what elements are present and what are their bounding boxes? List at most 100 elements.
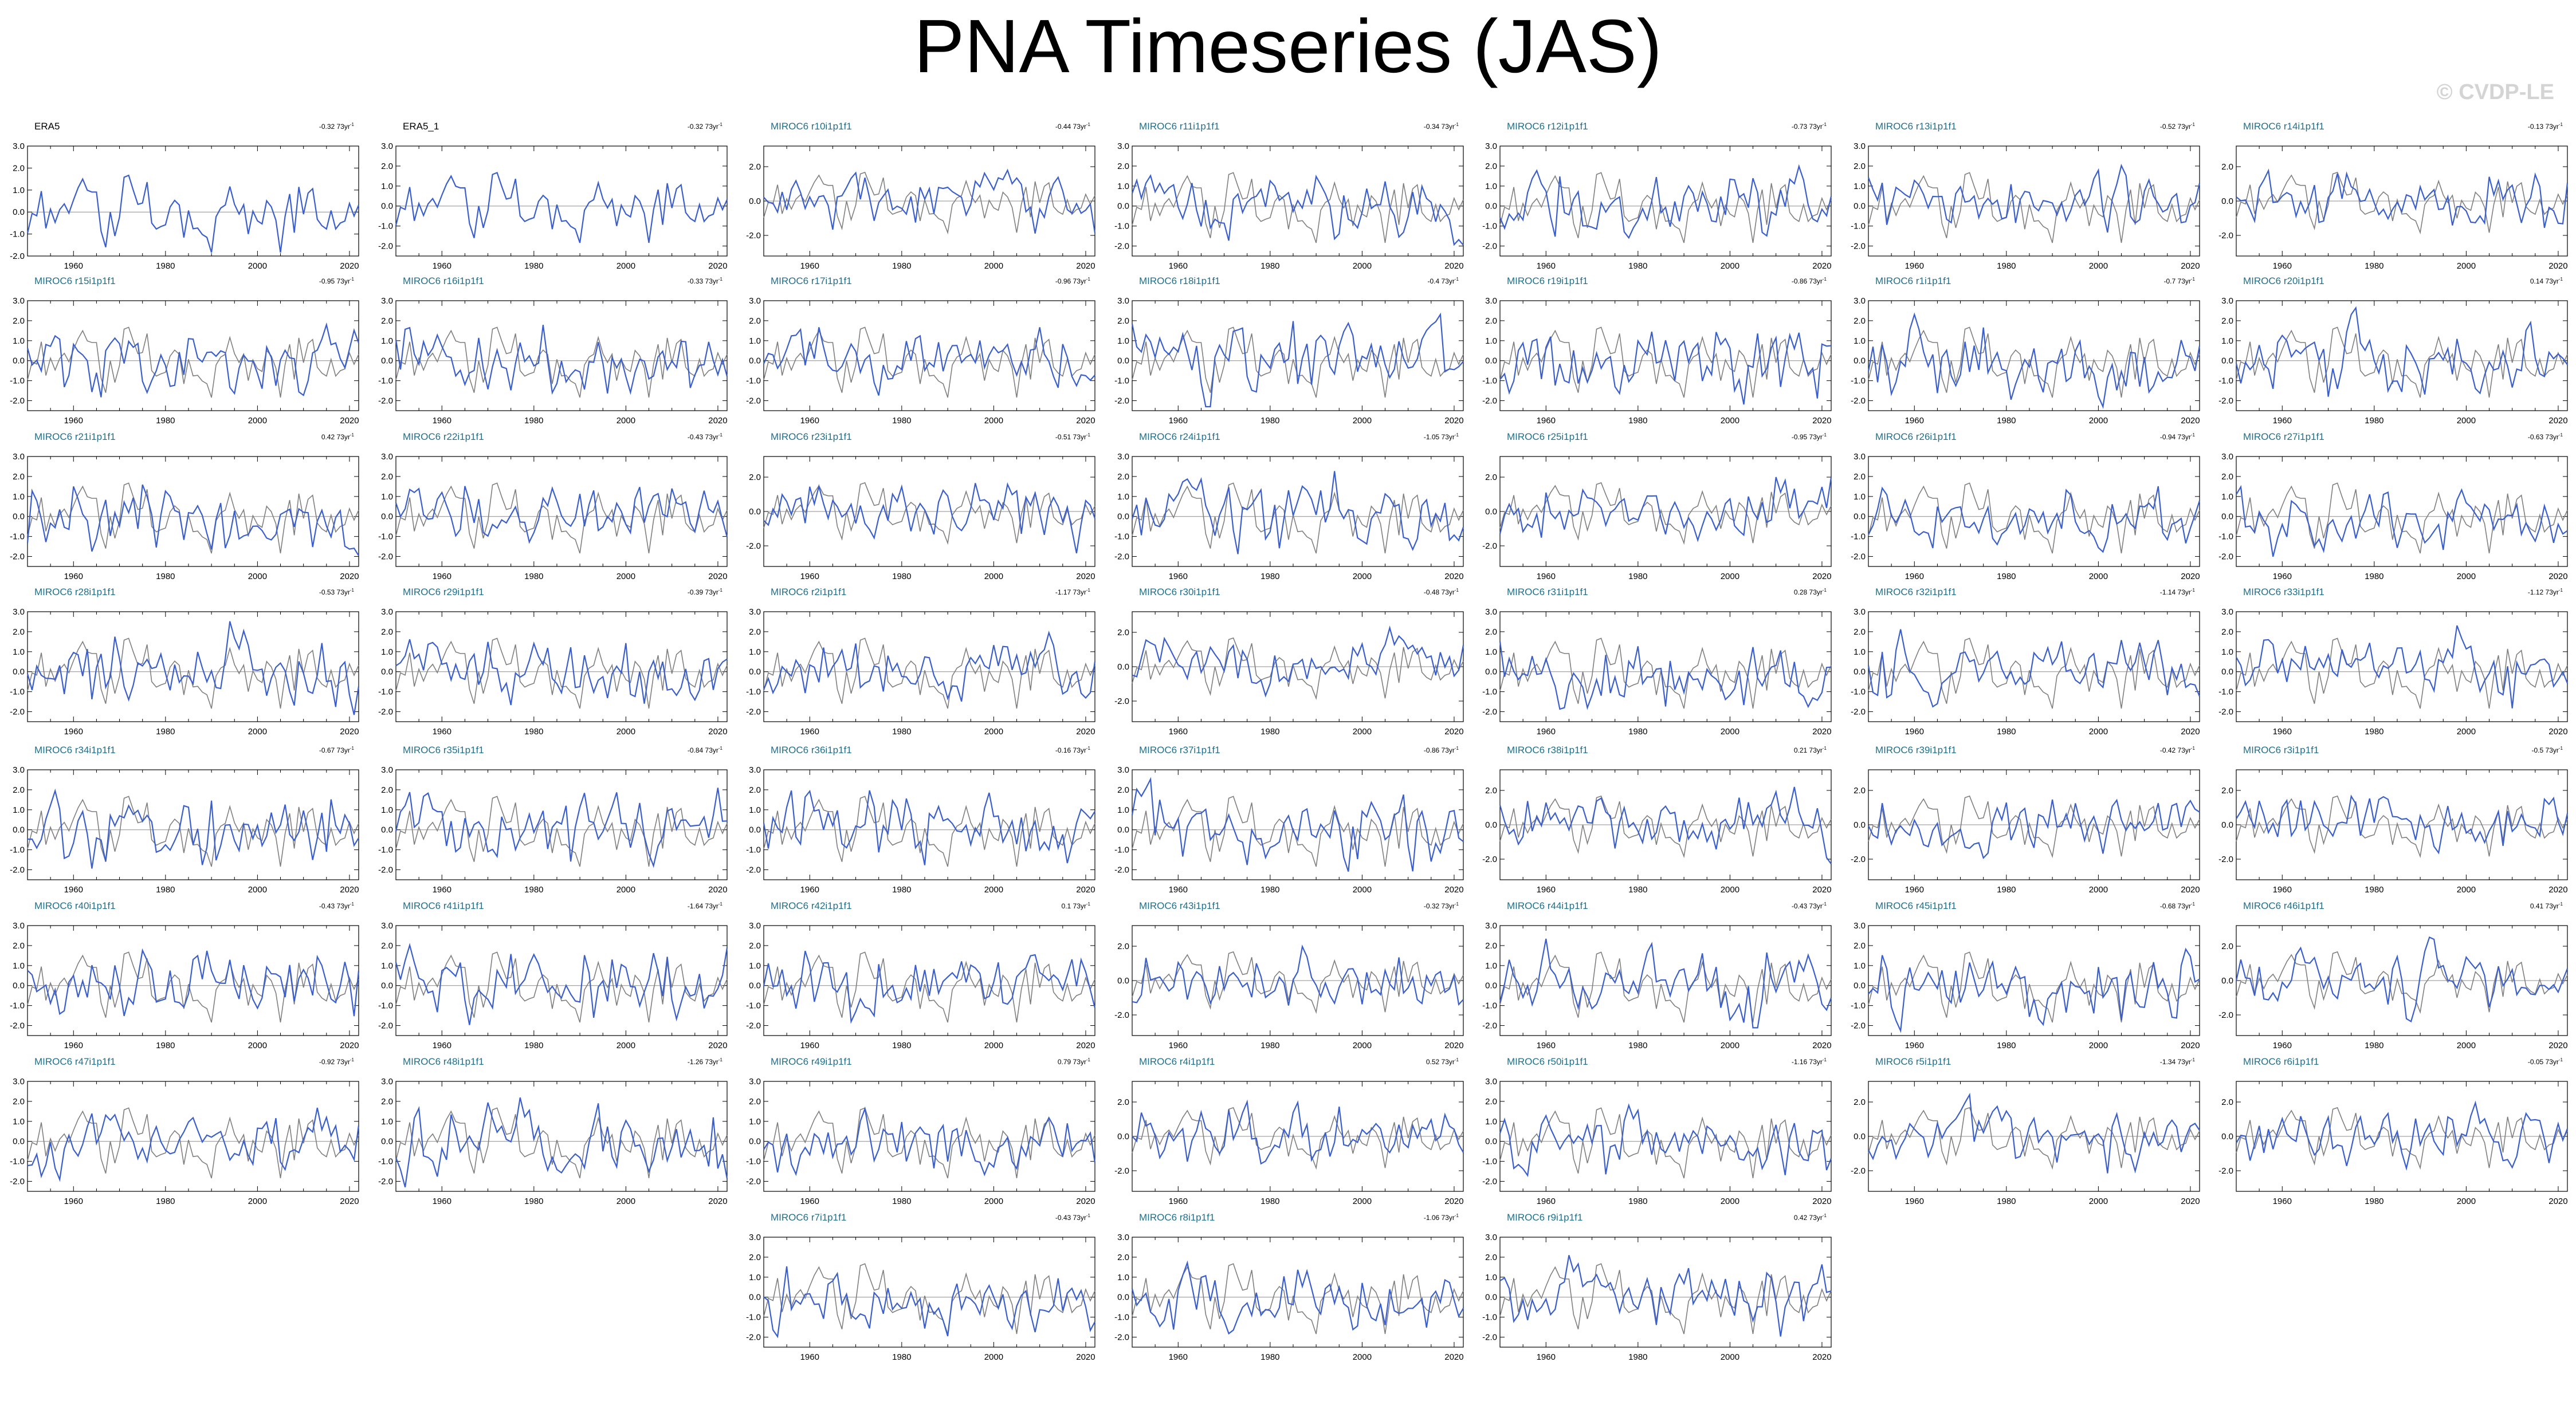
panel-miroc6-r30i1p1f1: 1960 1980 2000 2020 2.0 0.0 -2.0 MIROC6 r30i1p1… xyxy=(1105,583,1470,738)
x-tick-label: 1980 xyxy=(524,1197,543,1206)
plot-frame xyxy=(763,611,1095,722)
x-tick-label: 2020 xyxy=(708,572,727,581)
plot-frame xyxy=(27,300,359,411)
x-tick-label: 1980 xyxy=(524,261,543,271)
y-tick-label: 2.0 xyxy=(1485,627,1497,637)
y-tick-label: 3.0 xyxy=(1117,1233,1129,1242)
y-tick-label: 2.0 xyxy=(1485,316,1497,326)
y-tick-label: -1.0 xyxy=(2218,532,2233,542)
panel-plot: 1960 1980 2000 2020 3.0 2.0 1.0 0.0 -1.0 -2.0 xyxy=(10,921,360,1050)
y-tick-label: 2.0 xyxy=(1854,1097,1866,1107)
panel-label: MIROC6 r18i1p1f1 xyxy=(1139,275,1220,286)
plot-frame xyxy=(1868,925,2200,1036)
x-tick-label: 1980 xyxy=(2365,416,2383,426)
panel-trend: -0.67 73yr-1 xyxy=(319,746,354,754)
x-tick-label: 2000 xyxy=(1353,885,1372,895)
y-tick-label: 3.0 xyxy=(1485,296,1497,306)
y-tick-label: -2.0 xyxy=(1114,396,1129,406)
panel-label: MIROC6 r46i1p1f1 xyxy=(2243,900,2324,911)
x-tick-label: 2020 xyxy=(708,261,727,271)
y-tick-label: 1.0 xyxy=(2221,336,2233,346)
panel-trend: -0.05 73yr-1 xyxy=(2527,1057,2563,1066)
panel-miroc6-r28i1p1f1: 1960 1980 2000 2020 3.0 2.0 1.0 0.0 -1.0 -2.0 MIRO… xyxy=(0,583,366,738)
x-tick-label: 2020 xyxy=(1076,885,1095,895)
panel-miroc6-r5i1p1f1: 1960 1980 2000 2020 2.0 0.0 -2.0 MIROC6 r5i1p1f… xyxy=(1841,1053,2206,1207)
panel-label: MIROC6 r29i1p1f1 xyxy=(403,587,484,597)
y-tick-label: 0.0 xyxy=(1117,662,1129,672)
panel-trend: -0.51 73yr-1 xyxy=(1055,432,1090,441)
panel-label: MIROC6 r17i1p1f1 xyxy=(771,275,852,286)
x-tick-label: 1960 xyxy=(64,261,83,271)
y-tick-label: -2.0 xyxy=(10,1177,25,1187)
x-tick-label: 2020 xyxy=(1812,416,1831,426)
panel-label: MIROC6 r7i1p1f1 xyxy=(771,1212,847,1223)
x-tick-label: 2000 xyxy=(2089,572,2108,581)
y-tick-label: 2.0 xyxy=(1117,785,1129,795)
observed-series-line xyxy=(1868,795,2200,859)
x-tick-label: 1980 xyxy=(156,261,175,271)
x-tick-label: 2000 xyxy=(2457,1041,2476,1050)
x-tick-label: 1960 xyxy=(1537,261,1556,271)
member-series-line xyxy=(1868,1092,2200,1174)
panel-trend: -1.64 73yr-1 xyxy=(687,902,722,910)
y-tick-label: -2.0 xyxy=(2218,231,2233,241)
y-tick-label: 0.0 xyxy=(749,981,761,991)
panel-plot: 1960 1980 2000 2020 3.0 2.0 1.0 0.0 -1.0 -2.0 xyxy=(746,921,1096,1050)
y-tick-label: -1.0 xyxy=(1851,687,1866,697)
panel-trend: 0.1 73yr-1 xyxy=(1061,902,1090,910)
plot-frame xyxy=(1868,145,2200,257)
y-tick-label: -2.0 xyxy=(1114,696,1129,706)
member-series-line xyxy=(26,484,359,556)
observed-series-line xyxy=(2236,1107,2568,1170)
y-tick-label: -2.0 xyxy=(1114,1166,1129,1176)
observed-series-line xyxy=(1132,1263,1464,1335)
panel-trend: -0.94 73yr-1 xyxy=(2159,432,2195,441)
x-tick-label: 2000 xyxy=(616,261,635,271)
plot-frame xyxy=(763,300,1095,411)
x-tick-label: 2020 xyxy=(1444,1041,1463,1050)
y-tick-label: 1.0 xyxy=(381,805,393,815)
plot-frame xyxy=(1499,611,1832,722)
y-tick-label: -2.0 xyxy=(1482,707,1497,717)
member-series-line xyxy=(26,621,360,715)
y-tick-label: 1.0 xyxy=(1854,182,1866,191)
y-tick-label: -2.0 xyxy=(1114,1333,1129,1343)
panel-trend: 0.52 73yr-1 xyxy=(1426,1057,1459,1066)
panel-plot: 1960 1980 2000 2020 3.0 2.0 1.0 0.0 -1.0 -2.0 xyxy=(378,296,728,426)
panel-label: MIROC6 r27i1p1f1 xyxy=(2243,431,2324,442)
y-tick-label: 1.0 xyxy=(13,336,25,346)
y-tick-label: -1.0 xyxy=(1114,1313,1129,1323)
observed-series-line xyxy=(1868,951,2200,1023)
y-tick-label: 0.0 xyxy=(1854,667,1866,677)
panel-miroc6-r32i1p1f1: 1960 1980 2000 2020 3.0 2.0 1.0 0.0 -1.0 -2.0 MIRO… xyxy=(1841,583,2206,738)
y-tick-label: -2.0 xyxy=(1482,541,1497,551)
y-tick-label: -2.0 xyxy=(2218,707,2233,717)
y-tick-label: 3.0 xyxy=(1117,765,1129,775)
panel-miroc6-r40i1p1f1: 1960 1980 2000 2020 3.0 2.0 1.0 0.0 -1.0 -2.0 MIRO… xyxy=(0,897,366,1052)
x-tick-label: 2000 xyxy=(2457,885,2476,895)
member-series-line xyxy=(395,639,728,706)
plot-frame xyxy=(395,456,728,567)
x-tick-label: 1960 xyxy=(1169,1352,1188,1362)
y-tick-label: 3.0 xyxy=(749,1077,761,1087)
y-tick-label: 0.0 xyxy=(1854,202,1866,211)
observed-series-line xyxy=(2236,482,2568,554)
panel-trend: -0.95 73yr-1 xyxy=(319,277,354,285)
observed-series-line xyxy=(27,1107,359,1179)
panel-miroc6-r9i1p1f1: 1960 1980 2000 2020 3.0 2.0 1.0 0.0 -1.0 -2.0 MIRO… xyxy=(1472,1209,1838,1363)
panel-trend: -0.44 73yr-1 xyxy=(1055,122,1090,131)
x-tick-label: 2000 xyxy=(616,885,635,895)
x-tick-label: 2000 xyxy=(616,1041,635,1050)
y-tick-label: 3.0 xyxy=(1485,1077,1497,1087)
x-tick-label: 2020 xyxy=(2548,261,2567,271)
panel-plot: 1960 1980 2000 2020 3.0 2.0 1.0 0.0 -1.0 -2.0 xyxy=(746,607,1096,737)
y-tick-label: -1.0 xyxy=(1114,222,1129,231)
y-tick-label: -2.0 xyxy=(10,552,25,562)
y-tick-label: 0.0 xyxy=(1485,356,1497,366)
panel-plot: 1960 1980 2000 2020 3.0 2.0 1.0 0.0 -1.0 -2.0 xyxy=(1114,296,1464,426)
observed-series-line xyxy=(1132,482,1464,554)
x-tick-label: 1980 xyxy=(1628,727,1647,737)
panel-plot: 1960 1980 2000 2020 2.0 0.0 -2.0 xyxy=(746,145,1096,271)
panel-label: MIROC6 r16i1p1f1 xyxy=(403,275,484,286)
x-tick-label: 2020 xyxy=(2548,885,2567,895)
